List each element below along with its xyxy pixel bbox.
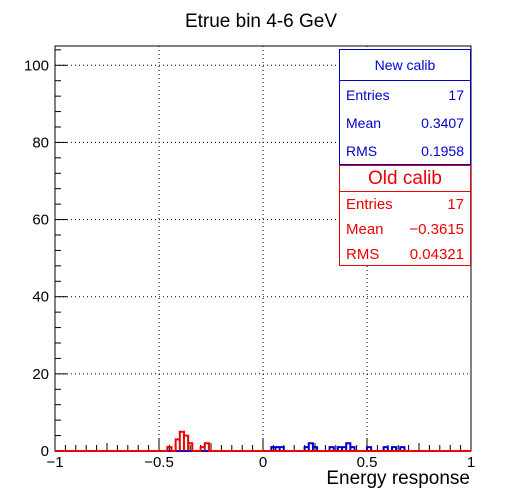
stats-label: RMS: [346, 143, 378, 159]
y-tick-label: 60: [32, 212, 49, 229]
x-tick-label: 0.5: [357, 454, 378, 471]
x-tick-label: −1: [46, 454, 63, 471]
stats-row: RMS 0.04321: [340, 242, 470, 267]
histogram-line-old-calib: [55, 430, 471, 452]
stats-label: Mean: [346, 115, 382, 131]
y-tick-labels: 0 20 40 60 80 100: [24, 57, 49, 460]
stats-label: Mean: [346, 221, 384, 238]
y-tick-label: 0: [41, 443, 49, 460]
y-tick-label: 100: [24, 57, 49, 74]
x-tick-label: 0: [259, 454, 267, 471]
stats-row: RMS 0.1958: [340, 137, 470, 165]
stats-value: 0.3407: [421, 115, 464, 131]
grid-lines: [55, 46, 471, 451]
stats-row: Mean 0.3407: [340, 109, 470, 137]
stats-value: 0.1958: [421, 143, 464, 159]
stats-title-old: Old calib: [340, 166, 470, 192]
stats-row: Entries 17: [340, 81, 470, 109]
stats-row: Mean −0.3615: [340, 217, 470, 242]
y-tick-label: 80: [32, 134, 49, 151]
stats-value: 17: [448, 87, 464, 103]
chart-title: Etrue bin 4-6 GeV: [185, 11, 337, 32]
stats-label: Entries: [346, 87, 390, 103]
histogram-series: [55, 430, 471, 452]
stats-value: 0.04321: [409, 246, 464, 263]
stats-label: Entries: [346, 196, 393, 213]
stats-row: Entries 17: [340, 192, 470, 217]
stats-value: 17: [447, 196, 464, 213]
y-tick-label: 20: [32, 366, 49, 383]
stats-box-old-calib: Old calib Entries 17 Mean −0.3615 RMS 0.…: [339, 165, 471, 266]
x-tick-label: −0.5: [144, 454, 174, 471]
stats-box-new-calib: New calib Entries 17 Mean 0.3407 RMS 0.1…: [339, 49, 471, 165]
stats-label: RMS: [346, 246, 380, 263]
stats-title-new: New calib: [340, 50, 470, 81]
x-tick-labels: −1 −0.5 0 0.5 1: [46, 454, 475, 471]
stats-value: −0.3615: [409, 221, 464, 238]
y-tick-label: 40: [32, 289, 49, 306]
x-tick-label: 1: [467, 454, 475, 471]
x-axis-label: Energy response: [326, 468, 470, 489]
